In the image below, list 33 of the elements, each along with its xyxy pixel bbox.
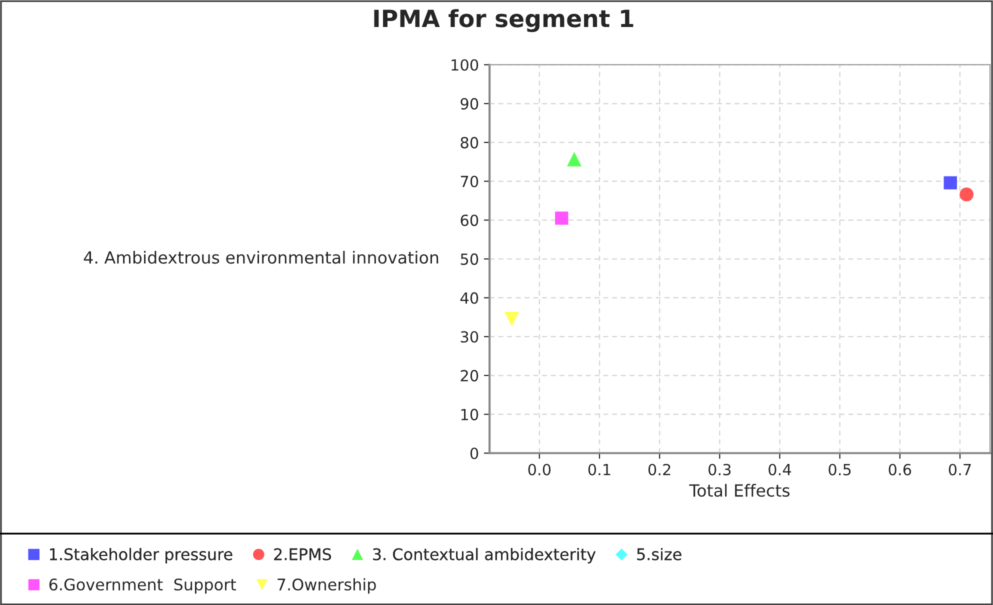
point xyxy=(960,188,974,202)
x-tick-label: 0.4 xyxy=(768,464,792,476)
x-tick-label: 0.6 xyxy=(888,464,912,476)
point xyxy=(504,312,520,326)
x-tick-label: 0.1 xyxy=(588,464,610,476)
legend-label: 3. Contextual ambidexterity xyxy=(373,548,596,564)
legend-label: 6.Government Support xyxy=(49,578,236,594)
x-axis-title: Total Effects xyxy=(689,484,790,497)
y-tick-label: 80 xyxy=(460,136,478,148)
x-tick-label: 0.7 xyxy=(948,464,971,476)
point xyxy=(566,152,582,166)
y-tick-label: 20 xyxy=(460,370,478,382)
legend-label: 5.size xyxy=(637,548,682,560)
x-tick-label: 0.5 xyxy=(828,464,851,476)
point xyxy=(555,212,568,225)
y-tick-label: 70 xyxy=(460,176,478,188)
x-tick-label: 0.0 xyxy=(528,464,551,476)
y-tick-label: 100 xyxy=(452,59,478,71)
chart-title: IPMA for segment 1 xyxy=(374,9,634,32)
y-tick-label: 10 xyxy=(461,408,478,420)
y-tick-label: 50 xyxy=(460,253,478,265)
y-axis-title: 4. Ambidextrous environmental innovation xyxy=(84,250,438,264)
y-tick-label: 90 xyxy=(460,98,478,110)
y-tick-label: 60 xyxy=(460,214,478,226)
legend-label: 2.EPMS xyxy=(274,548,332,560)
legend-label: 1.Stakeholder pressure xyxy=(50,548,232,564)
x-tick-label: 0.3 xyxy=(708,464,731,476)
y-tick-label: 30 xyxy=(460,331,478,343)
y-tick-label: 0 xyxy=(470,448,478,460)
legend-label: 7.Ownership xyxy=(278,578,376,594)
x-tick-label: 0.2 xyxy=(648,464,670,476)
y-tick-label: 40 xyxy=(460,292,478,304)
point xyxy=(944,176,957,190)
